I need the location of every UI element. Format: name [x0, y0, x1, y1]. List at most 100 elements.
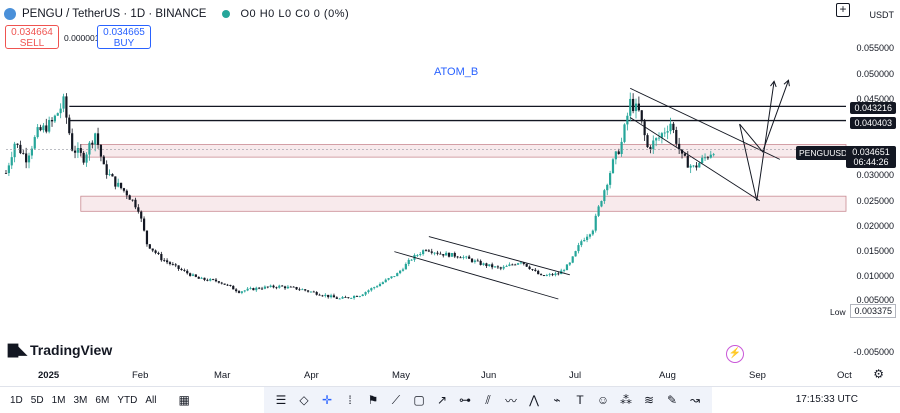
- candle-up: [583, 239, 586, 242]
- sell-button[interactable]: 0.034664 SELL: [5, 25, 59, 49]
- candle-up: [419, 254, 422, 256]
- candle-down: [235, 289, 238, 292]
- candle-up: [603, 190, 606, 202]
- chart-area[interactable]: PENGU / TetherUS · 1D · BINANCE O0 H0 L0…: [0, 0, 900, 385]
- candle-down: [82, 152, 85, 163]
- rectangle-icon[interactable]: ▢: [413, 393, 425, 407]
- candle-down: [151, 248, 154, 251]
- currency-selector[interactable]: USDT: [869, 10, 895, 20]
- brush-icon[interactable]: ✎: [666, 393, 678, 407]
- path-icon[interactable]: 〰: [504, 393, 517, 408]
- candle-down: [160, 253, 163, 261]
- price-axis-label: 0.025000: [856, 196, 894, 206]
- candle-down: [496, 266, 500, 268]
- candle-up: [387, 278, 390, 280]
- current-price-tag: 0.034651 06:44:26: [846, 146, 896, 168]
- candle-down: [470, 258, 474, 262]
- crosshair-icon[interactable]: ✛: [321, 393, 333, 407]
- candle-down: [258, 287, 261, 289]
- utc-clock[interactable]: 17:15:33 UTC: [795, 394, 858, 405]
- settings-gear-icon[interactable]: ⚙: [873, 367, 884, 381]
- candle-down: [148, 244, 151, 249]
- candle-down: [197, 276, 200, 279]
- candle-up: [381, 282, 384, 284]
- candle-up: [263, 286, 267, 289]
- tradingview-logo[interactable]: ▇◣ TradingView: [8, 342, 112, 358]
- candle-up: [597, 206, 600, 216]
- flag-icon[interactable]: ⚑: [367, 393, 379, 407]
- measure-icon[interactable]: ⌁: [553, 393, 561, 407]
- candle-up: [209, 279, 212, 281]
- candle-down: [19, 144, 22, 154]
- candle-up: [255, 287, 258, 291]
- timeframe-6m-button[interactable]: 6M: [95, 394, 110, 406]
- low-value: 0.003375: [850, 304, 896, 318]
- text-tool-icon[interactable]: T: [576, 393, 584, 407]
- candle-down: [355, 296, 359, 297]
- add-plus-icon[interactable]: +: [836, 3, 850, 17]
- symbol-title[interactable]: PENGU / TetherUS · 1D · BINANCE: [22, 8, 207, 20]
- candle-up: [375, 286, 379, 288]
- candle-down: [525, 263, 528, 267]
- candle-down: [436, 252, 439, 254]
- horizontal-ray-icon[interactable]: ⊶: [459, 393, 471, 407]
- timeframe-1m-button[interactable]: 1M: [51, 394, 66, 406]
- parallel-channel-icon[interactable]: ⫽: [485, 392, 491, 407]
- pitchfork-icon[interactable]: ≋: [643, 393, 655, 407]
- time-axis-label: Jun: [481, 370, 497, 381]
- candle-up: [367, 290, 370, 293]
- candle-down: [680, 149, 684, 154]
- candle-down: [134, 199, 137, 208]
- ray-icon[interactable]: ↗: [436, 393, 448, 407]
- buy-price: 0.034665: [103, 27, 145, 38]
- candle-down: [171, 264, 174, 265]
- candle-up: [652, 140, 655, 150]
- candle-down: [45, 125, 48, 132]
- calendar-icon[interactable]: ▦: [178, 393, 190, 407]
- candle-down: [347, 297, 350, 299]
- trend-line-icon[interactable]: ⟋: [391, 392, 401, 407]
- timeframe-5d-button[interactable]: 5D: [30, 394, 44, 406]
- pattern-icon[interactable]: ⋀: [529, 393, 539, 407]
- candle-up: [508, 264, 511, 266]
- fib-retracement-icon[interactable]: ☰: [275, 393, 287, 407]
- candle-down: [289, 286, 292, 288]
- projection-arrowhead: [770, 80, 777, 88]
- candle-down: [292, 286, 295, 288]
- vertical-line-icon[interactable]: ⁞: [348, 393, 352, 407]
- price-axis-label: 0.055000: [856, 43, 894, 53]
- candle-up: [565, 264, 569, 271]
- lower-level-tag[interactable]: 0.040403: [850, 117, 896, 129]
- candle-up: [655, 138, 658, 141]
- candle-down: [476, 260, 479, 262]
- candle-down: [220, 282, 223, 284]
- anchored-tool-icon[interactable]: ⁂: [620, 393, 632, 407]
- icons-tool-icon[interactable]: ☺: [596, 393, 610, 407]
- candle-up: [370, 288, 373, 291]
- buy-button[interactable]: 0.034665 BUY: [97, 25, 151, 49]
- candle-down: [706, 157, 710, 159]
- candle-up: [30, 148, 33, 156]
- timeframe-all-button[interactable]: All: [145, 394, 157, 406]
- candle-down: [430, 251, 433, 253]
- candle-up: [689, 165, 692, 168]
- candle-down: [632, 98, 635, 112]
- candle-up: [712, 154, 715, 156]
- timeframe-3m-button[interactable]: 3M: [73, 394, 88, 406]
- timeframe-ytd-button[interactable]: YTD: [117, 394, 138, 406]
- candle-up: [709, 154, 712, 158]
- upper-level-tag[interactable]: 0.043216: [850, 102, 896, 114]
- candle-down: [91, 142, 94, 145]
- candle-down: [686, 155, 689, 168]
- candle-up: [324, 294, 327, 296]
- timeframe-1d-button[interactable]: 1D: [10, 394, 23, 406]
- buy-label: BUY: [113, 38, 135, 49]
- lightning-icon[interactable]: ⚡: [726, 345, 744, 363]
- price-chart[interactable]: [0, 0, 900, 385]
- candle-up: [562, 270, 566, 271]
- chart-annotation[interactable]: ATOM_B: [434, 66, 479, 78]
- candle-down: [39, 127, 42, 131]
- curve-icon[interactable]: ↝: [689, 393, 701, 407]
- ellipse-tool-icon[interactable]: ◇: [299, 393, 309, 407]
- current-price: 0.034651: [852, 147, 890, 157]
